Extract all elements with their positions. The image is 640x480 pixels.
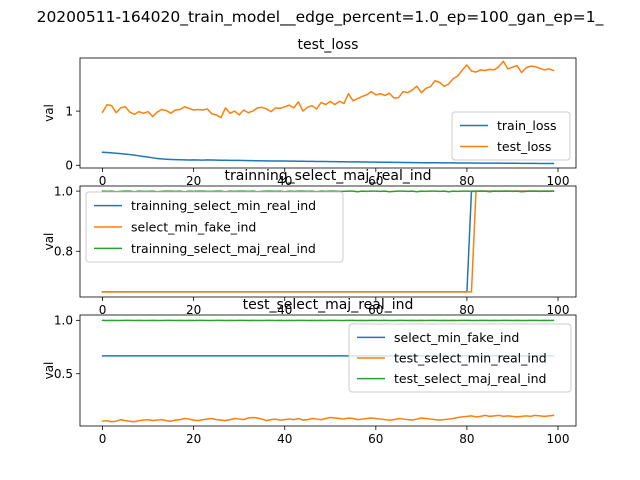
- series-line-test-select-min-real-ind: [101, 414, 555, 423]
- x-tick-label: 20: [186, 432, 201, 446]
- legend: train_loss test_loss: [451, 111, 571, 161]
- x-tick-label: 20: [186, 303, 201, 317]
- x-tick-label: 100: [547, 432, 570, 446]
- figure-suptitle: 20200511-164020_train_model__edge_percen…: [37, 8, 604, 27]
- legend-label: test_select_maj_real_ind: [394, 371, 546, 386]
- y-tick-label: 0: [65, 159, 73, 173]
- y-tick-label: 1: [65, 104, 73, 118]
- x-tick-label: 80: [459, 174, 474, 188]
- x-tick-label: 60: [368, 303, 383, 317]
- x-tick-label: 80: [459, 303, 474, 317]
- legend-label: test_select_min_real_ind: [394, 351, 547, 366]
- legend-box: [85, 191, 344, 263]
- subplot-title: test_select_maj_real_ind: [243, 297, 414, 313]
- legend-label: trainning_select_maj_real_ind: [131, 241, 316, 256]
- subplot-title: test_loss: [298, 37, 359, 53]
- axes-frame: [79, 185, 577, 298]
- legend: select_min_fake_ind test_select_min_real_…: [348, 323, 572, 393]
- y-axis-label: val: [42, 104, 56, 122]
- x-tick-label: 0: [99, 174, 107, 188]
- legend: trainning_select_min_real_ind select_min_…: [85, 191, 344, 263]
- series-line-trainning-select-maj-real-ind: [101, 190, 555, 193]
- series-line-test-loss: [101, 60, 555, 119]
- legend-label: trainning_select_min_real_ind: [131, 198, 316, 213]
- y-tick-label: 1.0: [54, 314, 73, 328]
- subplot-3: 0 20 40 60 80 100 0.5 1.0 val test_select_maj_rea…: [42, 297, 577, 446]
- legend-label: select_min_fake_ind: [394, 330, 519, 345]
- legend-label: select_min_fake_ind: [131, 220, 256, 235]
- subplot-2: 0 20 40 60 80 100 0.8 1.0 val trainning_select_ma…: [42, 168, 577, 317]
- y-axis-label: val: [42, 362, 56, 380]
- legend-label: train_loss: [497, 118, 557, 133]
- series-line-train-loss: [101, 151, 555, 165]
- subplots: 0 20 40 60 80 10001valtest_losstrain_losstest…: [42, 37, 577, 446]
- x-tick-label: 100: [547, 303, 570, 317]
- legend-label: test_loss: [497, 139, 551, 154]
- y-axis-label: val: [42, 233, 56, 251]
- subplot-1: 0 20 40 60 80 10001valtest_losstrain_losstest…: [42, 37, 577, 188]
- x-tick-label: 80: [459, 432, 474, 446]
- x-tick-label: 60: [368, 432, 383, 446]
- x-tick-label: 0: [99, 303, 107, 317]
- x-tick-label: 0: [99, 432, 107, 446]
- x-tick-label: 60: [368, 174, 383, 188]
- legend-box: [348, 323, 572, 393]
- subplot-title: trainning_select_maj_real_ind: [225, 168, 432, 184]
- axes-frame: [79, 314, 577, 427]
- axes-frame: [79, 57, 577, 169]
- x-tick-label: 40: [277, 432, 292, 446]
- x-tick-label: 100: [547, 174, 570, 188]
- y-tick-label: 0.5: [54, 367, 73, 381]
- legend-box: [451, 111, 571, 161]
- y-tick-label: 1.0: [54, 184, 73, 198]
- y-tick-label: 0.8: [54, 245, 73, 259]
- x-tick-label: 40: [277, 174, 292, 188]
- x-tick-label: 40: [277, 303, 292, 317]
- x-tick-label: 20: [186, 174, 201, 188]
